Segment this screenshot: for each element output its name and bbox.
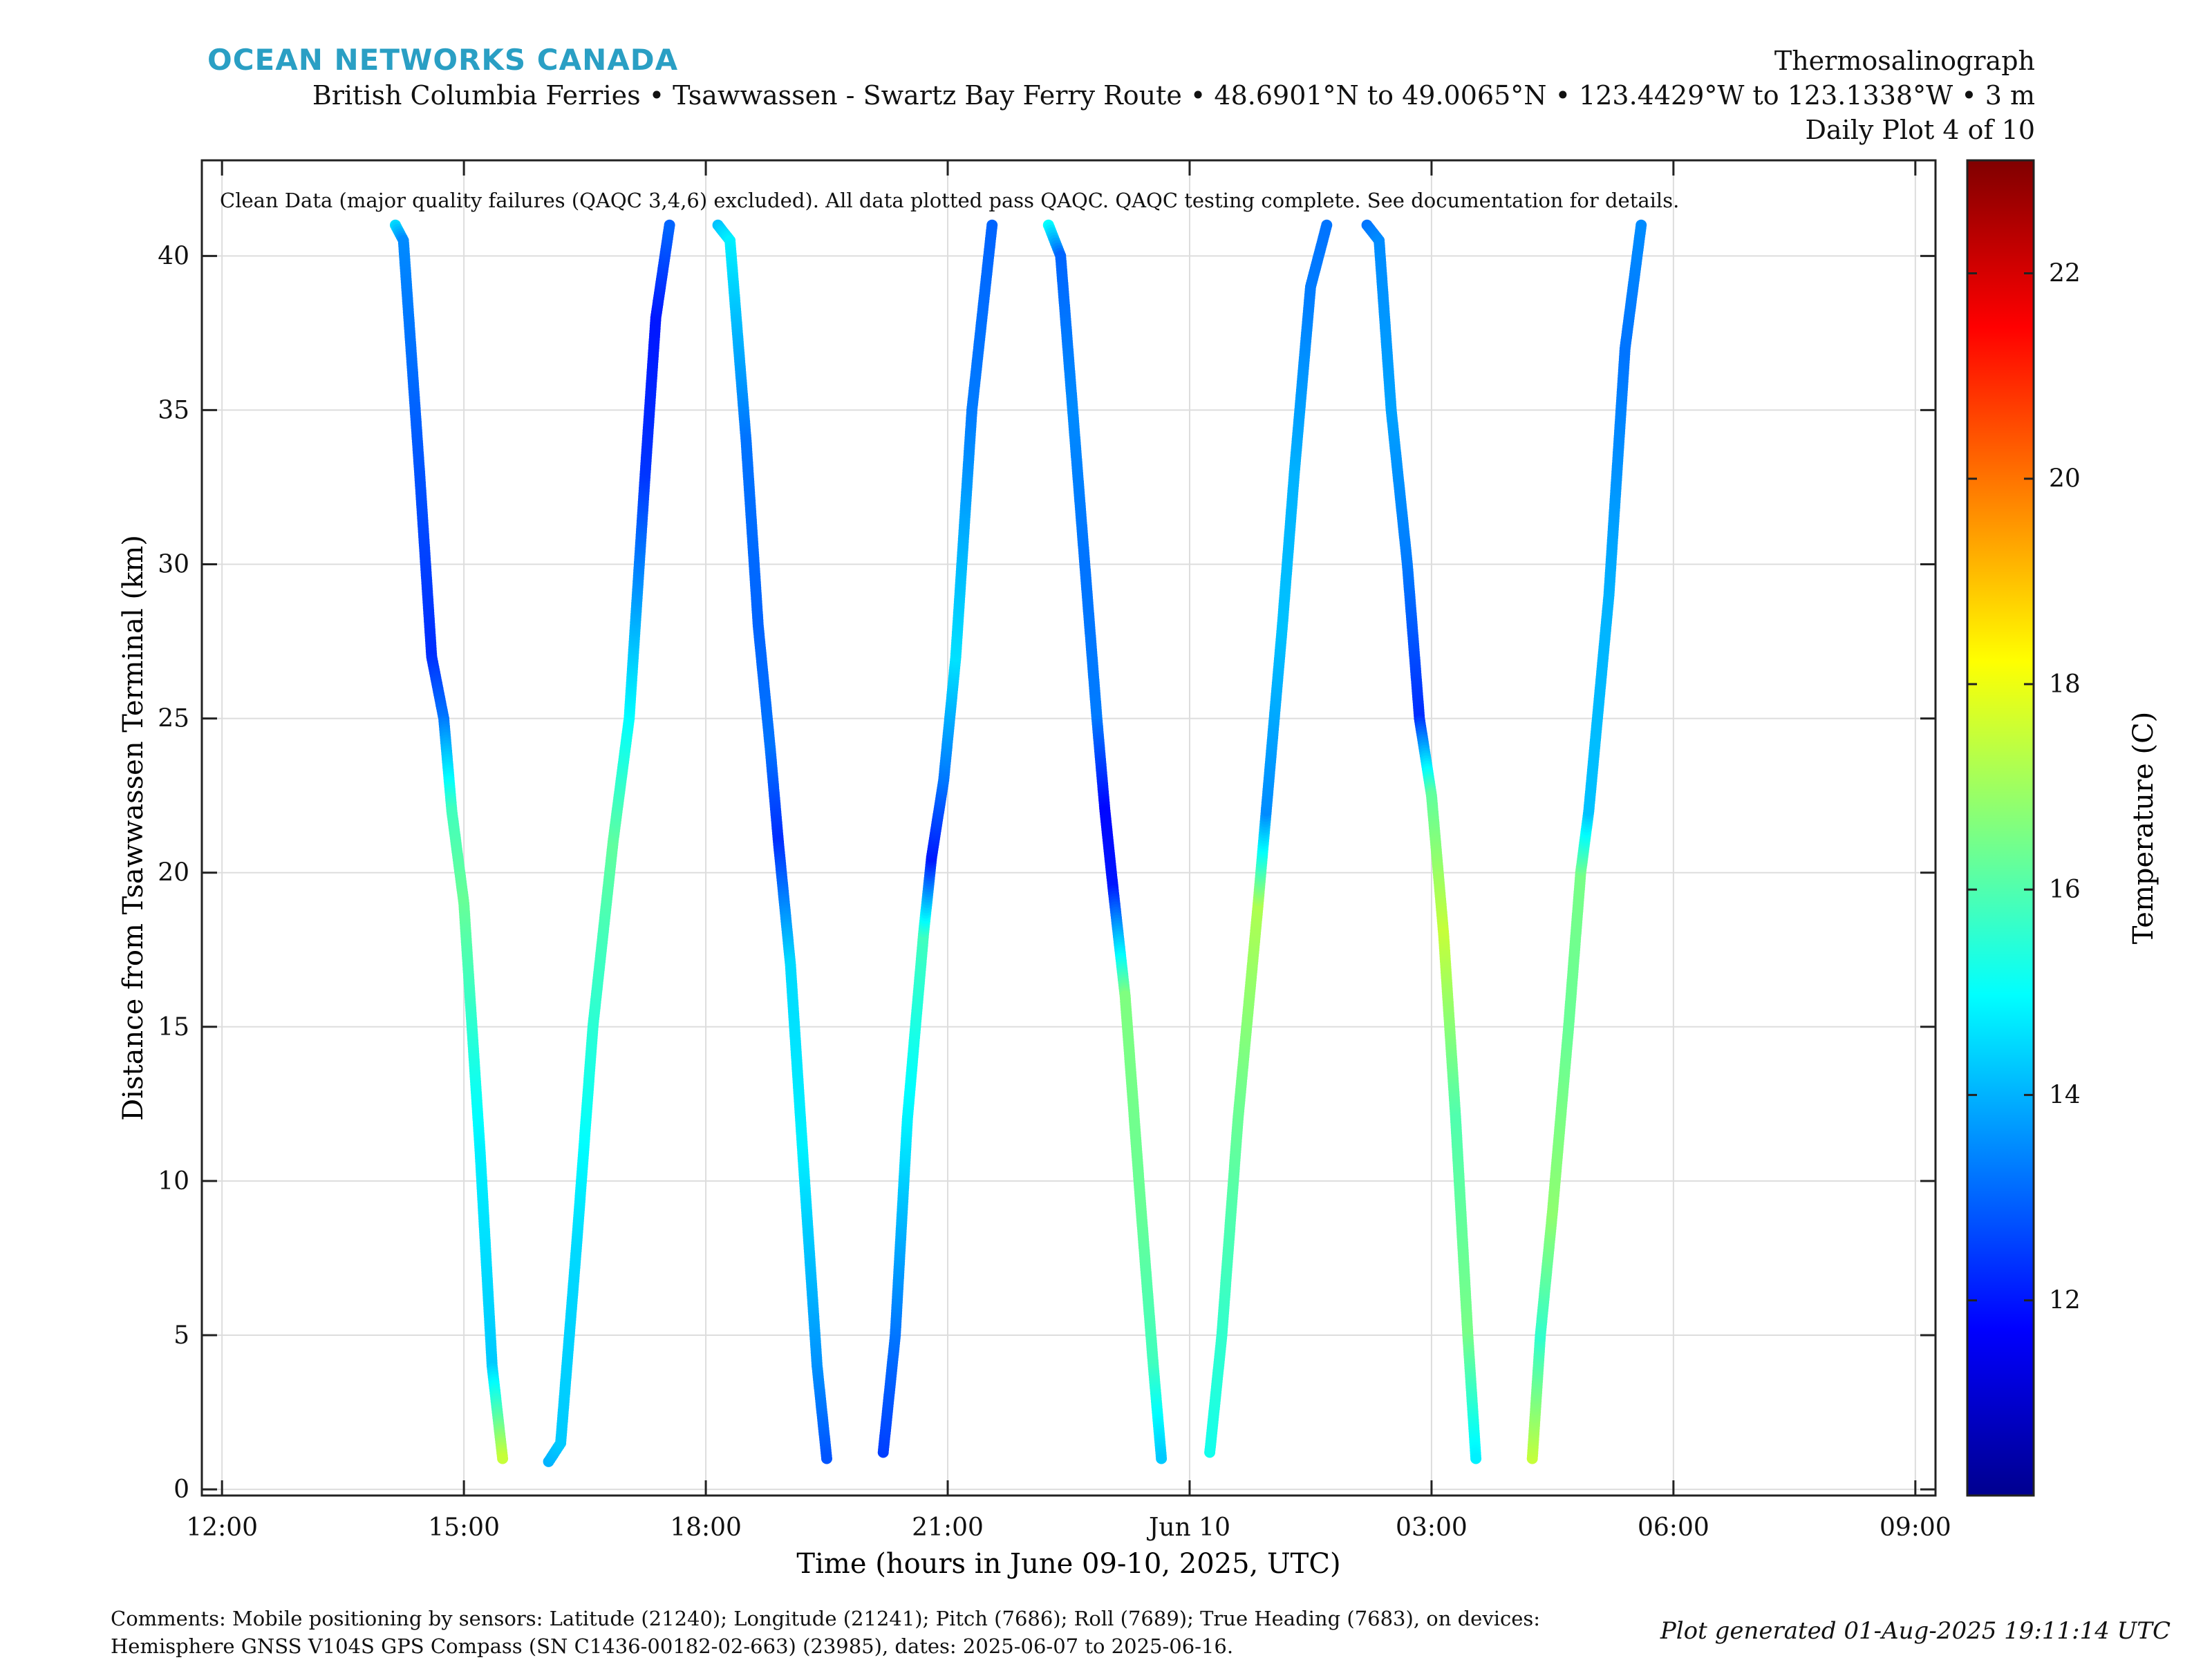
data-point [986, 219, 998, 231]
x-tick-label-7: 09:00 [1880, 1513, 1951, 1542]
colorbar-ticks: 12 14 16 18 20 22 [1967, 259, 2081, 1315]
y-tick-label-4: 20 [158, 859, 189, 887]
data-point [1635, 219, 1647, 231]
colorbar-label: Temperature (C) [2128, 712, 2159, 945]
colorbar-tick-label-0: 12 [2049, 1287, 2081, 1315]
transect-4 [877, 219, 998, 1458]
transect-6 [1204, 219, 1333, 1458]
plot-index: Daily Plot 4 of 10 [1805, 115, 2035, 145]
y-tick-label-8: 40 [158, 242, 189, 270]
x-tick-label-0: 12:00 [186, 1513, 258, 1542]
data-point [1470, 1453, 1482, 1464]
x-tick-label-1: 15:00 [428, 1513, 500, 1542]
x-tick-label-2: 18:00 [670, 1513, 742, 1542]
y-tick-label-5: 25 [158, 705, 189, 733]
y-tick-label-3: 15 [158, 1013, 189, 1041]
data-point [1156, 1453, 1168, 1464]
transect-2 [543, 219, 675, 1467]
generated-timestamp: Plot generated 01-Aug-2025 19:11:14 UTC [1660, 1617, 2171, 1645]
y-tick-label-1: 5 [174, 1321, 189, 1350]
comments-block: Comments: Mobile positioning by sensors:… [111, 1605, 1540, 1660]
transect-1 [390, 219, 509, 1464]
colorbar-tick-label-4: 20 [2049, 465, 2081, 493]
ocean-networks-canada-logo: OCEAN NETWORKS CANADA [207, 43, 679, 77]
x-axis-label: Time (hours in June 09-10, 2025, UTC) [796, 1548, 1340, 1580]
data-point [664, 219, 675, 231]
colorbar-tick-label-5: 22 [2049, 259, 2081, 287]
colorbar-tick-label-2: 16 [2049, 876, 2081, 904]
colorbar [1966, 159, 2035, 1497]
y-tick-label-6: 30 [158, 551, 189, 579]
x-tick-label-3: 21:00 [912, 1513, 984, 1542]
x-tick-label-6: 06:00 [1638, 1513, 1709, 1542]
plot-frame [200, 159, 1937, 1497]
chart-title: Thermosalinograph [1774, 46, 2035, 76]
transect-5 [1042, 219, 1168, 1464]
y-tick-label-7: 35 [158, 396, 189, 424]
colorbar-tick-label-1: 14 [2049, 1081, 2081, 1109]
transect-7 [1361, 219, 1482, 1464]
y-axis-label: Distance from Tsawwassen Terminal (km) [118, 535, 149, 1121]
data-point [1321, 219, 1333, 231]
comments-line-2: Hemisphere GNSS V104S GPS Compass (SN C1… [111, 1634, 1234, 1658]
y-tick-label-0: 0 [174, 1475, 189, 1504]
comments-line-1: Comments: Mobile positioning by sensors:… [111, 1607, 1541, 1630]
qaqc-annotation: Clean Data (major quality failures (QAQC… [220, 189, 1679, 212]
axis-ticks: 12:00 15:00 18:00 21:00 Jun 10 03:00 06:00 09:0… [158, 160, 1951, 1542]
data-point [497, 1453, 509, 1464]
y-tick-label-2: 10 [158, 1167, 189, 1196]
x-tick-label-4: Jun 10 [1146, 1513, 1230, 1542]
data-points [390, 219, 1647, 1467]
transect-3 [712, 219, 832, 1464]
colorbar-tick-label-3: 18 [2049, 670, 2081, 699]
data-point [821, 1453, 832, 1464]
transect-8 [1526, 219, 1647, 1464]
chart-subtitle: British Columbia Ferries • Tsawwassen - … [312, 80, 2035, 111]
x-tick-label-5: 03:00 [1396, 1513, 1468, 1542]
